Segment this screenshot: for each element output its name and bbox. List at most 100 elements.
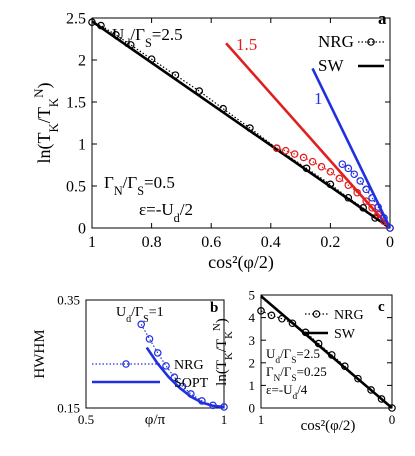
data-point [338, 160, 347, 168]
y-tick-label: 0.15 [57, 401, 80, 416]
panel-label: c [378, 299, 385, 315]
data-point [317, 162, 326, 171]
curve-label: 1.5 [236, 35, 257, 54]
data-point [326, 167, 335, 176]
x-axis-label: cos²(φ/2) [208, 252, 274, 273]
annotation: Ud/ΓS=1 [116, 305, 164, 325]
x-tick-label: 1 [88, 234, 96, 251]
data-point [288, 319, 297, 328]
y-tick-label: 5 [249, 288, 256, 303]
data-point [344, 164, 353, 173]
panel-label: a [378, 9, 387, 28]
y-tick-label: 0.35 [57, 293, 80, 308]
legend-entry: SW [318, 56, 344, 75]
series-line [225, 42, 391, 229]
y-axis-label: HWHM [32, 329, 48, 378]
data-point [367, 386, 375, 394]
legend-entry: SW [334, 327, 356, 342]
x-tick-label: 0.5 [78, 412, 94, 427]
annotation: Ud/ΓS=2.5 [112, 25, 183, 50]
data-point [308, 157, 317, 166]
data-point [386, 224, 394, 232]
y-tick-label: 4 [249, 310, 256, 325]
data-point [362, 185, 370, 194]
y-axis-label: ln(TK/TKN) [31, 82, 61, 163]
legend-entry: NRG [174, 358, 204, 373]
legend: NRG SW [318, 32, 384, 75]
legend-entry: NRG [318, 32, 354, 51]
data-point [299, 153, 308, 162]
data-point [350, 170, 359, 179]
legend: NRG SOPT [92, 358, 209, 391]
y-tick-label: 1 [78, 137, 86, 154]
y-axis-label: ln(TK/TKN) [211, 318, 235, 386]
data-point [356, 177, 365, 185]
series-line [145, 346, 225, 409]
y-tick-label: 3 [249, 333, 256, 348]
legend-entry: SOPT [174, 376, 209, 391]
data-point [281, 146, 290, 155]
annotation: ΓN/ΓS=0.5 [104, 173, 175, 198]
data-point [388, 404, 396, 412]
data-point [170, 373, 179, 382]
legend-swatch [312, 310, 321, 318]
series-sw-1 [260, 295, 393, 409]
data-point [272, 144, 281, 153]
x-tick-label: 0.2 [320, 234, 340, 251]
legend-swatch [367, 38, 375, 46]
x-tick-label: 0 [386, 234, 394, 251]
annotation: ΓN/ΓS=0.25 [266, 364, 327, 384]
data-point [362, 197, 370, 205]
annotation: Ud/ΓS=2.5 [266, 346, 320, 366]
x-tick-label: 0 [389, 412, 396, 427]
series-nrg-4 [338, 160, 394, 232]
series-sopt-1 [145, 346, 225, 409]
chart-panel-a: 0 0.5 1 1.5 2 2.5 1 0.8 0.6 0.4 0.2 0 cos²(φ/2) ln(TK… [31, 9, 395, 273]
data-point [290, 150, 299, 158]
data-point [267, 311, 276, 320]
x-tick-label: 1 [221, 412, 228, 427]
x-tick-label: 0.4 [261, 234, 281, 251]
plot-frame [85, 299, 225, 409]
y-tick-label: 0 [78, 221, 86, 238]
panel-label: b [210, 300, 218, 316]
x-tick-label: 1 [258, 412, 265, 427]
data-point [257, 307, 265, 315]
y-tick-label: 1 [249, 378, 256, 393]
chart-panel-b: 0.15 0.35 0.5 1 φ/π HWHM b Ud/ΓS=1 NRG SOPT [32, 293, 228, 428]
y-tick-label: 2 [249, 355, 256, 370]
data-point [374, 210, 382, 219]
y-tick-label: 2.5 [66, 11, 86, 28]
y-tick-label: 0 [249, 401, 256, 416]
y-tick-label: 1.5 [66, 95, 86, 112]
series-line [311, 67, 392, 229]
x-axis-label: cos²(φ/2) [301, 418, 356, 434]
data-point [145, 335, 154, 343]
legend-swatch [122, 360, 130, 368]
data-point [335, 174, 344, 183]
plot-frame [260, 294, 393, 409]
data-point [137, 320, 146, 329]
plot-frame [91, 17, 391, 229]
data-point [377, 395, 386, 403]
annotation: ε=-Ud/2 [139, 200, 193, 225]
legend: NRG SW [305, 308, 364, 342]
x-tick-label: 0.8 [142, 234, 162, 251]
legend-entry: NRG [334, 308, 364, 323]
series-sw-5 [311, 67, 392, 229]
y-tick-label: 2 [78, 53, 86, 70]
x-tick-label: 0.6 [201, 234, 221, 251]
y-tick-label: 0.5 [66, 179, 86, 196]
series-sw-3 [225, 42, 391, 229]
series-line [91, 20, 391, 230]
curve-label: 1 [314, 89, 323, 108]
data-point [162, 362, 170, 370]
x-axis-label: φ/π [145, 412, 166, 428]
data-point [153, 349, 162, 357]
data-point [354, 374, 362, 383]
series-line [260, 295, 393, 409]
series-line [91, 21, 391, 229]
annotation: ε=-Ud/4 [266, 382, 308, 402]
